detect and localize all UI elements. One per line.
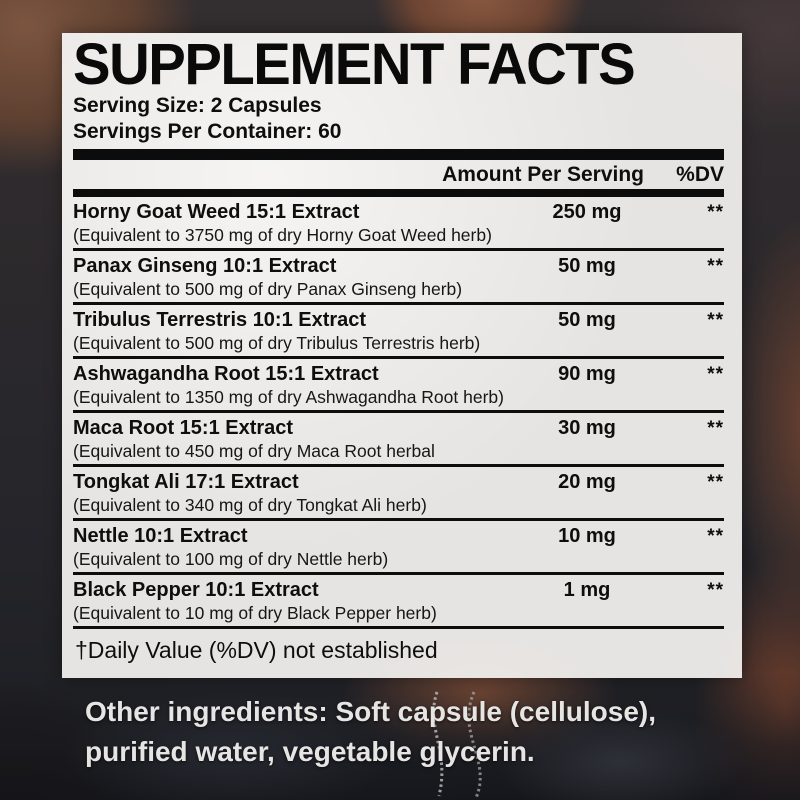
- divider-bar-header: [73, 189, 724, 197]
- serving-size-line: Serving Size: 2 Capsules: [73, 94, 322, 117]
- ingredient-dv: **: [707, 580, 724, 601]
- servings-per-container-line: Servings Per Container: 60: [73, 120, 342, 143]
- ingredient-amount: 90 mg: [558, 363, 616, 385]
- ingredient-equivalent: (Equivalent to 500 mg of dry Tribulus Te…: [73, 333, 481, 353]
- ingredient-equivalent: (Equivalent to 500 mg of dry Panax Ginse…: [73, 279, 463, 299]
- ingredient-dv: **: [707, 364, 724, 385]
- ingredient-amount: 250 mg: [552, 201, 622, 223]
- column-header-row: Amount Per Serving %DV: [73, 160, 724, 189]
- ingredient-name: Panax Ginseng 10:1 Extract: [73, 255, 337, 277]
- ingredient-dv: **: [707, 526, 724, 547]
- ingredient-equivalent: (Equivalent to 340 mg of dry Tongkat Ali…: [73, 495, 427, 515]
- table-row: Tribulus Terrestris 10:1 Extract 50 mg *…: [73, 305, 724, 359]
- table-row: Panax Ginseng 10:1 Extract 50 mg ** (Equ…: [73, 251, 724, 305]
- table-row: Black Pepper 10:1 Extract 1 mg ** (Equiv…: [73, 575, 724, 629]
- ingredient-amount: 50 mg: [558, 309, 616, 331]
- ingredient-amount: 10 mg: [558, 525, 616, 547]
- ingredient-equivalent: (Equivalent to 3750 mg of dry Horny Goat…: [73, 225, 492, 245]
- ingredient-dv: **: [707, 472, 724, 493]
- table-row: Maca Root 15:1 Extract 30 mg ** (Equival…: [73, 413, 724, 467]
- table-row: Horny Goat Weed 15:1 Extract 250 mg ** (…: [73, 197, 724, 251]
- divider-bar-top: [73, 149, 724, 160]
- other-ingredients-text: Other ingredients: Soft capsule (cellulo…: [85, 692, 725, 772]
- table-row: Nettle 10:1 Extract 10 mg ** (Equivalent…: [73, 521, 724, 575]
- panel-title: SUPPLEMENT FACTS: [73, 32, 636, 97]
- ingredient-dv: **: [707, 256, 724, 277]
- table-row: Tongkat Ali 17:1 Extract 20 mg ** (Equiv…: [73, 467, 724, 521]
- ingredient-name: Black Pepper 10:1 Extract: [73, 579, 319, 601]
- ingredient-name: Nettle 10:1 Extract: [73, 525, 248, 547]
- other-ingredients-line1: Other ingredients: Soft capsule (cellulo…: [85, 696, 656, 727]
- ingredient-amount: 30 mg: [558, 417, 616, 439]
- ingredient-dv: **: [707, 310, 724, 331]
- zipper-chain-graphic: [432, 691, 482, 799]
- ingredient-amount: 1 mg: [563, 579, 611, 601]
- daily-value-footnote: †Daily Value (%DV) not established: [75, 637, 438, 663]
- ingredient-name: Tribulus Terrestris 10:1 Extract: [73, 309, 367, 331]
- ingredient-equivalent: (Equivalent to 10 mg of dry Black Pepper…: [73, 603, 437, 623]
- column-header-amount: Amount Per Serving: [442, 163, 644, 186]
- ingredient-equivalent: (Equivalent to 450 mg of dry Maca Root h…: [73, 441, 435, 461]
- ingredient-name: Ashwagandha Root 15:1 Extract: [73, 363, 379, 385]
- ingredient-name: Horny Goat Weed 15:1 Extract: [73, 201, 360, 223]
- ingredient-amount: 50 mg: [558, 255, 616, 277]
- table-row: Ashwagandha Root 15:1 Extract 90 mg ** (…: [73, 359, 724, 413]
- other-ingredients-line2: purified water, vegetable glycerin.: [85, 736, 535, 767]
- ingredient-dv: **: [707, 418, 724, 439]
- supplement-facts-panel: SUPPLEMENT FACTS Serving Size: 2 Capsule…: [62, 33, 742, 678]
- ingredient-name: Tongkat Ali 17:1 Extract: [73, 471, 299, 493]
- ingredient-equivalent: (Equivalent to 1350 mg of dry Ashwagandh…: [73, 387, 504, 407]
- jacket-shadow-overlay: [0, 672, 800, 800]
- ingredient-amount: 20 mg: [558, 471, 616, 493]
- ingredient-name: Maca Root 15:1 Extract: [73, 417, 294, 439]
- ingredient-equivalent: (Equivalent to 100 mg of dry Nettle herb…: [73, 549, 389, 569]
- ingredient-dv: **: [707, 202, 724, 223]
- column-header-dv: %DV: [676, 163, 724, 186]
